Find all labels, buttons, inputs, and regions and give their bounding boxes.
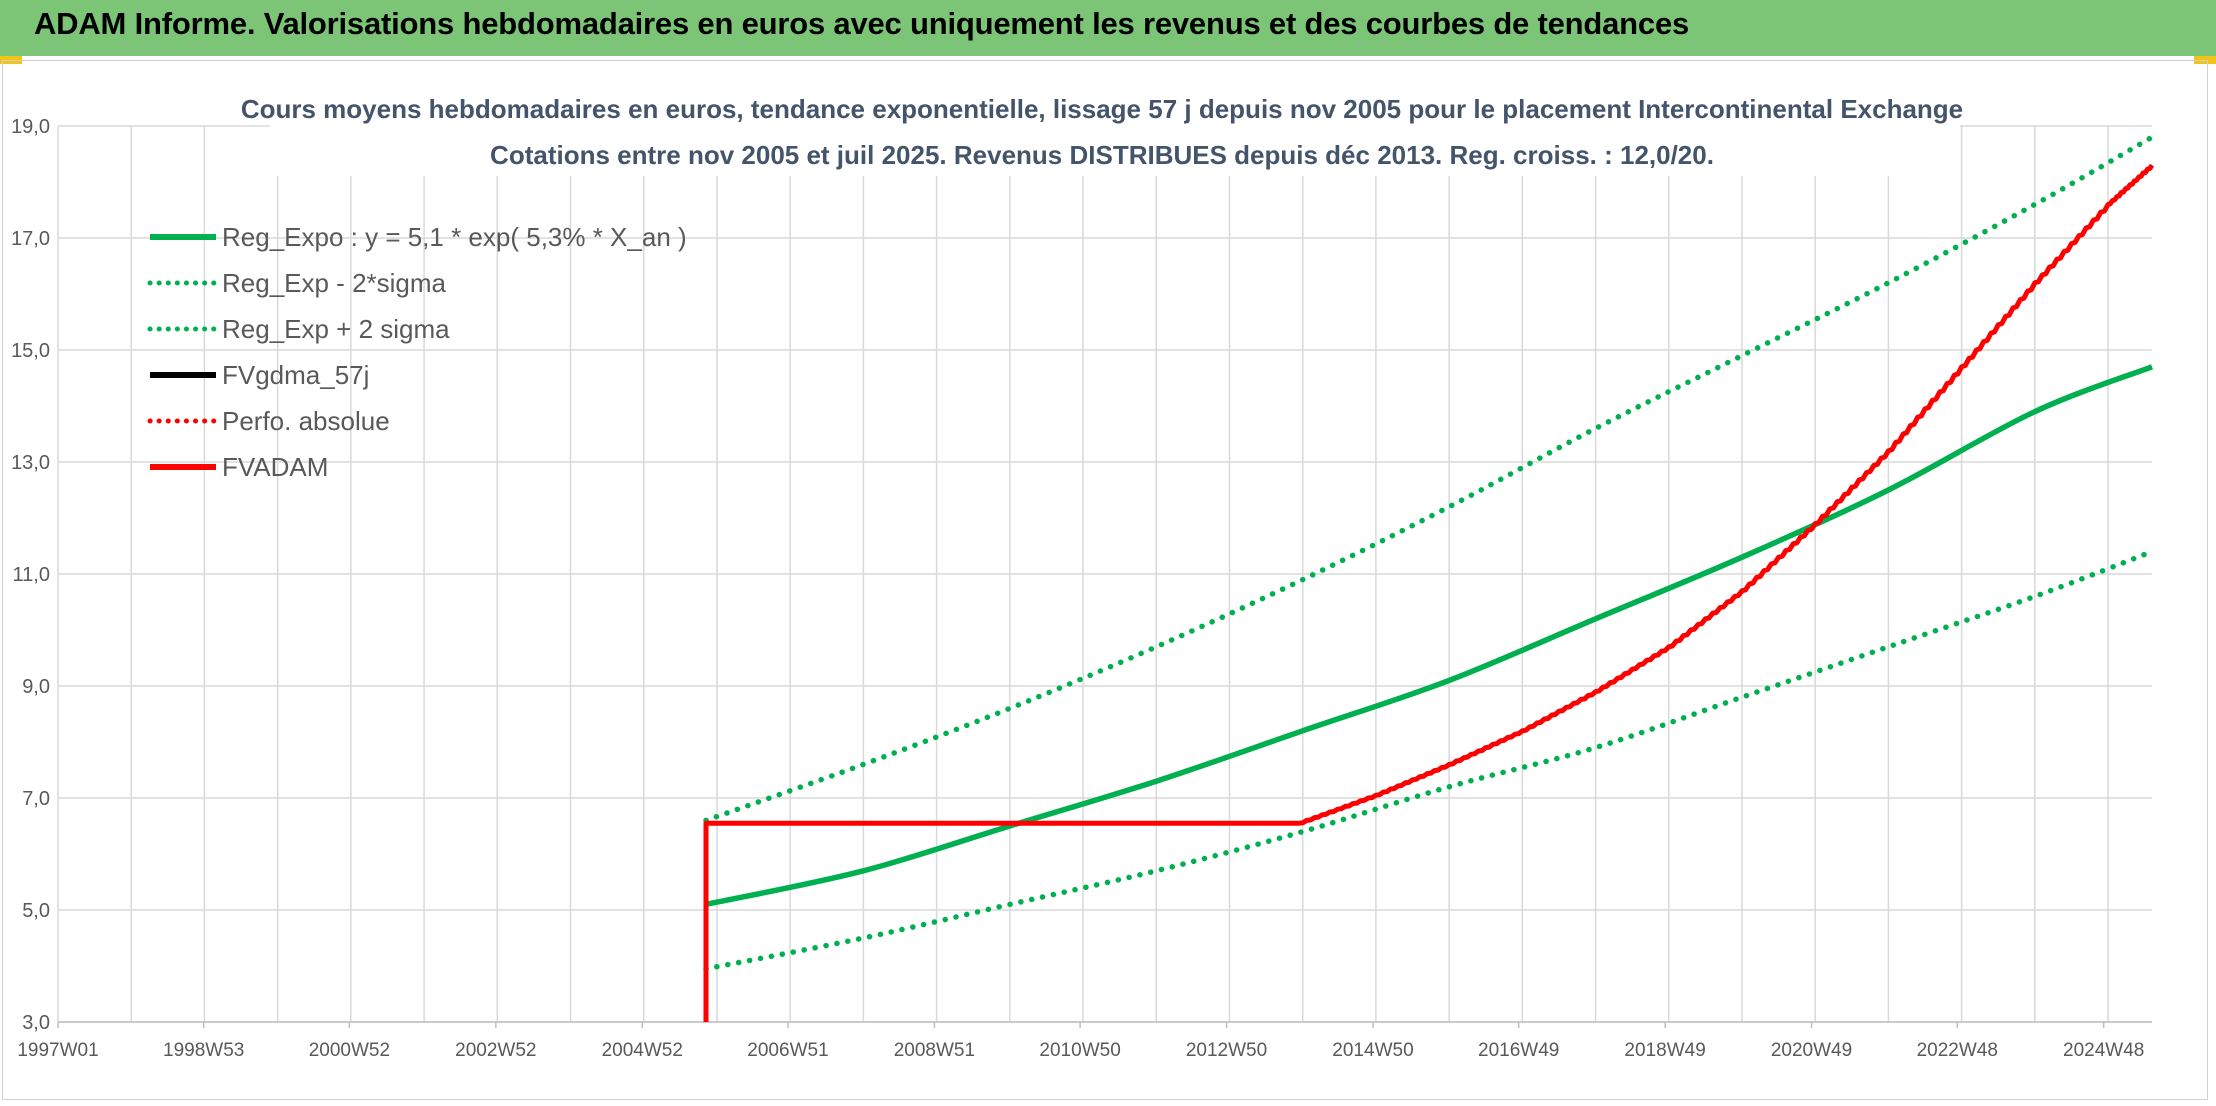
- x-tick-label: 2024W48: [2063, 1040, 2144, 1061]
- series-line-2: [703, 134, 2155, 824]
- x-tick-label: 2000W52: [309, 1040, 390, 1061]
- x-tick-label: 2004W52: [602, 1040, 683, 1061]
- legend-label: FVgdma_57j: [222, 360, 369, 390]
- x-tick-label: 2016W49: [1478, 1040, 1559, 1061]
- y-tick-label: 11,0: [13, 564, 50, 586]
- y-tick-label: 13,0: [11, 452, 50, 474]
- chart-title: Cours moyens hebdomadaires en euros, ten…: [241, 94, 1963, 124]
- report-title: ADAM Informe. Valorisations hebdomadaire…: [34, 6, 1690, 41]
- x-tick-label: 1997W01: [17, 1040, 98, 1061]
- chart-frame: [2, 60, 2208, 1100]
- y-tick-label: 17,0: [11, 228, 50, 250]
- axes: 3,0 5,0 7,0 9,0 11,0 13,0 15,0 17,0 19,0 1997W01 1…: [11, 116, 2152, 1061]
- x-tick-label: 2012W50: [1186, 1040, 1267, 1061]
- series: [703, 134, 2155, 1022]
- grid: [57, 125, 2152, 1023]
- x-tick-label: 2006W51: [747, 1040, 828, 1061]
- legend-label: Perfo. absolue: [222, 406, 390, 436]
- series-line-1: [703, 548, 2155, 972]
- y-tick-label: 5,0: [22, 900, 50, 922]
- x-tick-label: 2020W49: [1771, 1040, 1852, 1061]
- y-tick-label: 7,0: [22, 788, 50, 810]
- legend-label: FVADAM: [222, 452, 328, 482]
- legend-label: Reg_Exp + 2 sigma: [222, 314, 450, 344]
- report-header: ADAM Informe. Valorisations hebdomadaire…: [0, 0, 2216, 56]
- y-tick-label: 15,0: [11, 340, 50, 362]
- series-line-0: [705, 364, 2153, 908]
- title-backdrop: [270, 88, 1960, 176]
- legend: Reg_Expo : y = 5,1 * exp( 5,3% * X_an ) R…: [147, 222, 687, 482]
- series-line-3: [1298, 164, 2154, 825]
- y-tick-label: 19,0: [11, 116, 50, 138]
- x-tick-label: 2018W49: [1624, 1040, 1705, 1061]
- series-line-5: [703, 163, 2155, 1022]
- y-tick-label: 3,0: [22, 1012, 50, 1034]
- chart-subtitle: Cotations entre nov 2005 et juil 2025. R…: [490, 140, 1714, 170]
- x-tick-label: 2022W48: [1917, 1040, 1998, 1061]
- x-tick-label: 2002W52: [455, 1040, 536, 1061]
- x-tick-label: 1998W53: [163, 1040, 244, 1061]
- legend-label: Reg_Exp - 2*sigma: [222, 268, 447, 298]
- x-tick-label: 2014W50: [1332, 1040, 1413, 1061]
- x-tick-label: 2008W51: [894, 1040, 975, 1061]
- y-tick-label: 9,0: [22, 676, 50, 698]
- series-line-4: [1297, 163, 2154, 825]
- x-tick-label: 2010W50: [1039, 1040, 1120, 1061]
- legend-label: Reg_Expo : y = 5,1 * exp( 5,3% * X_an ): [222, 222, 687, 252]
